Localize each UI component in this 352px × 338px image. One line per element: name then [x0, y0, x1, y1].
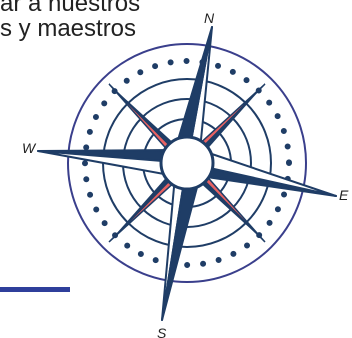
compass-outer-ring [67, 43, 307, 283]
compass-label-west: W [22, 140, 36, 156]
accent-bar [0, 287, 70, 292]
compass-label-south: S [157, 325, 167, 338]
compass-label-east: E [339, 187, 349, 203]
heading-line-2: s y maestros [0, 15, 137, 42]
compass-diagonal-points [108, 83, 266, 243]
compass-dotted-ring [82, 58, 292, 268]
compass-center-hub [159, 135, 215, 191]
heading-line-1: ar a nuestros [0, 0, 141, 17]
compass-label-north: N [204, 10, 215, 26]
